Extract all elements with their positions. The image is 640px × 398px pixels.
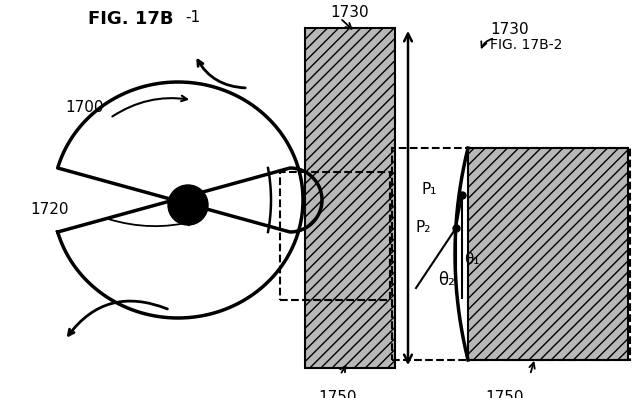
Text: 1720: 1720 xyxy=(30,203,68,217)
Text: FIG. 17B-2: FIG. 17B-2 xyxy=(490,38,563,52)
Bar xyxy=(280,172,390,300)
Text: 1750: 1750 xyxy=(486,390,524,398)
Text: -1: -1 xyxy=(185,10,200,25)
Bar xyxy=(305,28,395,368)
Bar xyxy=(468,148,628,360)
Text: FIG. 17B: FIG. 17B xyxy=(88,10,173,28)
Circle shape xyxy=(168,185,208,225)
Text: 1750: 1750 xyxy=(318,390,356,398)
Text: θ₂: θ₂ xyxy=(438,271,455,289)
Text: P₁: P₁ xyxy=(422,183,437,197)
Text: θ₁: θ₁ xyxy=(464,252,479,267)
Text: 1730: 1730 xyxy=(330,5,369,20)
Text: 1700: 1700 xyxy=(65,101,104,115)
Text: 1730: 1730 xyxy=(490,22,529,37)
Bar xyxy=(392,148,630,360)
Text: P₂: P₂ xyxy=(415,220,431,236)
